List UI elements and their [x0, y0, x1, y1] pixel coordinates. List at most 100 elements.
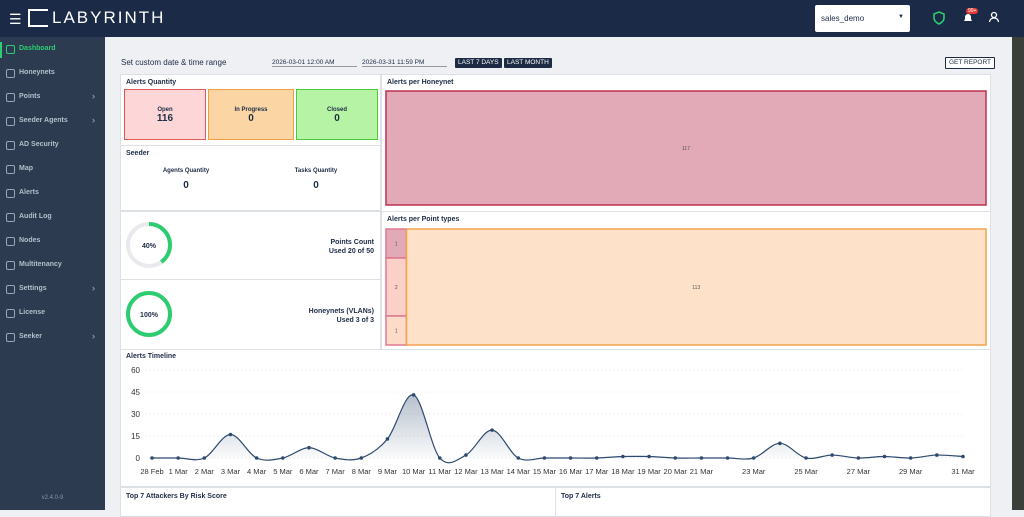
- x-tick-label: 1 Mar: [169, 467, 189, 476]
- treemap-cell: [405, 228, 987, 346]
- panel-title: Top 7 Alerts: [561, 493, 601, 500]
- point: [594, 456, 599, 460]
- x-tick-label: 8 Mar: [352, 467, 372, 476]
- gauge-subtitle: Used 3 of 3: [337, 317, 374, 324]
- point: [254, 456, 259, 460]
- bell-icon[interactable]: [962, 12, 974, 24]
- nav-icon: [6, 117, 15, 126]
- nav-icon: [6, 45, 15, 54]
- nav-item[interactable]: Map: [0, 162, 105, 178]
- nav-item[interactable]: License: [0, 306, 105, 322]
- x-tick-label: 31 Mar: [951, 467, 975, 476]
- active-indicator: [0, 42, 2, 58]
- x-tick-label: 7 Mar: [326, 467, 346, 476]
- nav-item[interactable]: Seeder Agents ›: [0, 114, 105, 130]
- point: [176, 456, 180, 460]
- nav-item[interactable]: Audit Log: [0, 210, 105, 226]
- gauge-arc: [126, 222, 172, 268]
- x-tick-label: 13 Mar: [480, 467, 504, 476]
- nav-arrow: ›: [92, 91, 95, 101]
- nav-item[interactable]: Alerts: [0, 186, 105, 202]
- nav-icon: [6, 333, 15, 342]
- nav-label: Multitenancy: [19, 261, 62, 268]
- nav-item[interactable]: Seeker ›: [0, 330, 105, 346]
- alert-card[interactable]: In Progress 0: [208, 89, 294, 140]
- point: [307, 445, 311, 450]
- card-value: 116: [156, 113, 174, 124]
- panel-title: Alerts Timeline: [126, 353, 177, 360]
- x-tick-label: 18 Mar: [611, 467, 635, 476]
- alert-card[interactable]: Closed 0: [296, 89, 378, 140]
- timeline-panel: Alerts Timeline: [120, 349, 991, 487]
- x-tick-label: 4 Mar: [247, 467, 267, 476]
- point: [359, 456, 364, 460]
- nav-item[interactable]: Points ›: [0, 90, 105, 106]
- menu-button[interactable]: ☰: [9, 11, 22, 27]
- nav-item[interactable]: AD Security: [0, 138, 105, 154]
- panel-title: Top 7 Attackers By Risk Score: [126, 493, 227, 500]
- x-tick-label: 14 Mar: [507, 467, 531, 476]
- nav-item[interactable]: Nodes: [0, 234, 105, 250]
- nav-label: Map: [19, 165, 33, 172]
- alert-card[interactable]: Open 116: [124, 89, 206, 140]
- version: v2.4.0-9: [41, 495, 64, 501]
- tenant-select[interactable]: sales_demo ▼: [815, 5, 910, 32]
- y-tick-label: 0: [136, 454, 141, 463]
- card-label: In Progress: [234, 107, 268, 113]
- nav-item[interactable]: Dashboard: [0, 42, 105, 58]
- background-strip: [1012, 37, 1024, 510]
- point: [935, 453, 939, 457]
- panel-title: Seeder: [126, 150, 150, 157]
- point: [804, 456, 808, 460]
- last-7-days-button[interactable]: LAST 7 DAYS: [455, 58, 502, 68]
- tenant: sales_demo: [821, 14, 865, 23]
- x-tick-label: 27 Mar: [847, 467, 871, 476]
- nav-item[interactable]: Honeynets: [0, 66, 105, 82]
- card-value: 0: [334, 113, 340, 124]
- nav-item[interactable]: Settings ›: [0, 282, 105, 298]
- point: [778, 441, 782, 446]
- point: [699, 456, 704, 460]
- nav-icon: [6, 141, 15, 150]
- nav-label: Nodes: [19, 237, 41, 244]
- x-tick-label: 19 Mar: [637, 467, 661, 476]
- line: [151, 394, 964, 464]
- nav-arrow: ›: [92, 115, 95, 125]
- y-tick-label: 15: [131, 432, 140, 441]
- point: [647, 454, 651, 459]
- nav-label: Settings: [19, 285, 47, 292]
- nav-label: Honeynets: [19, 69, 55, 76]
- treemap-label: 1: [395, 329, 398, 335]
- end-date[interactable]: 2026-03-31 11:59 PM: [362, 59, 447, 67]
- x-tick-label: 5 Mar: [273, 467, 293, 476]
- nav-arrow: ›: [92, 283, 95, 293]
- get-report-button[interactable]: GET REPORT: [945, 57, 996, 69]
- x-tick-label: 2 Mar: [195, 467, 215, 476]
- nav-icon: [6, 237, 15, 246]
- x-tick-label: 11 Mar: [428, 467, 451, 476]
- x-tick-label: 28 Feb: [140, 467, 163, 476]
- point: [281, 456, 285, 460]
- x-tick-label: 9 Mar: [378, 467, 398, 476]
- last-month-button[interactable]: LAST MONTH: [504, 58, 552, 68]
- point: [830, 453, 834, 457]
- point: [228, 432, 233, 437]
- panel-title: Alerts Quantity: [126, 79, 177, 86]
- nav-icon: [6, 93, 15, 102]
- x-tick-label: 17 Mar: [585, 467, 609, 476]
- sidebar: v2.4.0-9 Dashboard Honeynets Points › Seeder…: [0, 37, 105, 510]
- y-tick-label: 45: [131, 388, 140, 397]
- shield-icon[interactable]: [933, 11, 945, 25]
- point: [516, 456, 521, 460]
- date-range-label: Set custom date & time range: [121, 58, 227, 67]
- nav-icon: [6, 309, 15, 318]
- point: [437, 456, 442, 460]
- point: [856, 456, 861, 460]
- gauge-subtitle: Used 20 of 50: [329, 248, 374, 255]
- nav-icon: [6, 189, 15, 198]
- nav-item[interactable]: Multitenancy: [0, 258, 105, 274]
- area: [152, 394, 963, 463]
- user-icon[interactable]: [988, 11, 1000, 23]
- nav-label: Audit Log: [19, 213, 52, 220]
- start-date[interactable]: 2026-03-01 12:00 AM: [272, 59, 357, 67]
